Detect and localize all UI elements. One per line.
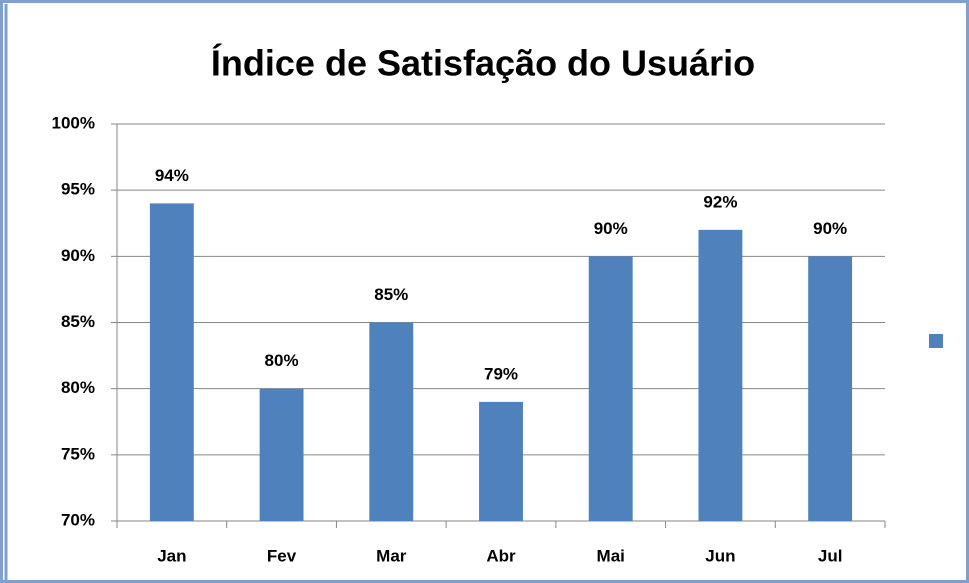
x-tick-label: Mar [376, 546, 407, 565]
data-label: 94% [155, 166, 189, 185]
bar [369, 322, 414, 521]
x-tick-label: Mai [597, 546, 625, 565]
data-label: 90% [594, 219, 628, 238]
x-tick-label: Fev [267, 546, 297, 565]
y-tick-label: 70% [61, 510, 95, 529]
y-tick-label: 100% [52, 113, 95, 132]
data-label: 90% [813, 219, 847, 238]
bar [808, 256, 853, 521]
bar [149, 203, 194, 521]
bar [479, 401, 523, 521]
x-tick-label: Jun [705, 546, 735, 565]
data-label: 92% [703, 192, 737, 211]
y-tick-label: 90% [61, 246, 95, 265]
data-label: 80% [265, 351, 299, 370]
chart-title: Índice de Satisfação do Usuário [211, 43, 755, 84]
x-tick-label: Abr [486, 546, 516, 565]
y-tick-label: 80% [61, 378, 95, 397]
data-label: 79% [484, 364, 518, 383]
bar [259, 388, 304, 521]
y-tick-label: 85% [61, 312, 95, 331]
legend-marker [929, 334, 943, 348]
x-tick-label: Jan [157, 546, 186, 565]
bar [588, 256, 633, 521]
bar [698, 229, 743, 521]
x-tick-label: Jul [818, 546, 843, 565]
y-tick-label: 95% [61, 180, 95, 199]
y-tick-label: 75% [61, 444, 95, 463]
data-label: 85% [374, 285, 408, 304]
